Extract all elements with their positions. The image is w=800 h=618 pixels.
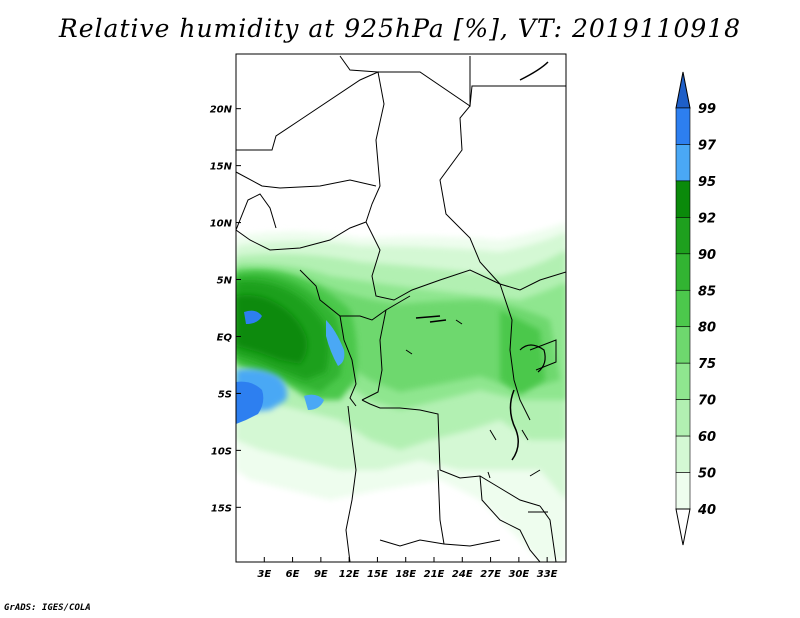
colorbar-swatch: [675, 253, 691, 291]
colorbar-swatch: [675, 217, 691, 255]
colorbar-swatch: [675, 399, 691, 437]
lat-tick-label: EQ: [217, 332, 233, 343]
colorbar-level-label: 90: [698, 248, 716, 263]
lon-tick-label: 30E: [508, 569, 529, 580]
colorbar-level-label: 75: [698, 357, 716, 372]
latitude-axis: 20N 15N 10N 5N EQ 5S 10S 15S: [210, 105, 241, 514]
lon-tick-label: 6E: [286, 569, 300, 580]
colorbar-level-label: 97: [698, 138, 717, 153]
grads-credit: GrADS: IGES/COLA: [4, 603, 91, 613]
colorbar: 99 97 95 92 90 85 80 75 70 60 50 40: [675, 71, 717, 546]
colorbar-swatch: [675, 107, 691, 145]
lat-tick-label: 10N: [210, 219, 233, 230]
colorbar-level-label: 85: [698, 284, 716, 299]
lon-tick-label: 12E: [339, 569, 360, 580]
lon-tick-label: 24E: [452, 569, 473, 580]
map-frame: [235, 53, 567, 563]
colorbar-level-label: 50: [698, 467, 716, 482]
colorbar-swatch: [675, 435, 691, 473]
colorbar-level-label: 95: [698, 175, 716, 190]
colorbar-level-label: 40: [697, 503, 716, 518]
lon-tick-label: 9E: [314, 569, 328, 580]
lon-tick-label: 3E: [257, 569, 271, 580]
colorbar-swatch: [675, 362, 691, 400]
colorbar-level-label: 60: [698, 430, 716, 445]
colorbar-swatch: [675, 326, 691, 364]
lat-tick-label: 5N: [217, 276, 233, 287]
colorbar-swatch: [675, 180, 691, 218]
chart-title: Relative humidity at 925hPa [%], VT: 201…: [58, 14, 742, 43]
country-borders: [236, 55, 566, 562]
lon-tick-label: 27E: [480, 569, 501, 580]
lat-tick-label: 15S: [211, 503, 232, 514]
colorbar-level-label: 80: [698, 321, 716, 336]
colorbar-level-label: 99: [698, 102, 716, 117]
colorbar-swatch: [675, 289, 691, 328]
colorbar-level-label: 92: [698, 211, 716, 226]
lat-tick-label: 5S: [218, 389, 232, 400]
lon-tick-label: 21E: [424, 569, 445, 580]
colorbar-top-arrow: [675, 71, 691, 109]
colorbar-bottom-arrow: [675, 508, 691, 546]
lat-tick-label: 10S: [211, 446, 232, 457]
longitude-axis: 3E 6E 9E 12E 15E 18E 21E 24E 27E 30E 33E: [257, 557, 558, 580]
lon-tick-label: 15E: [367, 569, 388, 580]
lon-tick-label: 33E: [537, 569, 558, 580]
colorbar-level-label: 70: [698, 394, 716, 409]
colorbar-swatch: [675, 144, 691, 182]
lon-tick-label: 18E: [395, 569, 416, 580]
lat-tick-label: 15N: [210, 162, 233, 173]
humidity-field: [236, 54, 566, 562]
colorbar-swatch: [675, 472, 691, 510]
lat-tick-label: 20N: [210, 105, 233, 116]
